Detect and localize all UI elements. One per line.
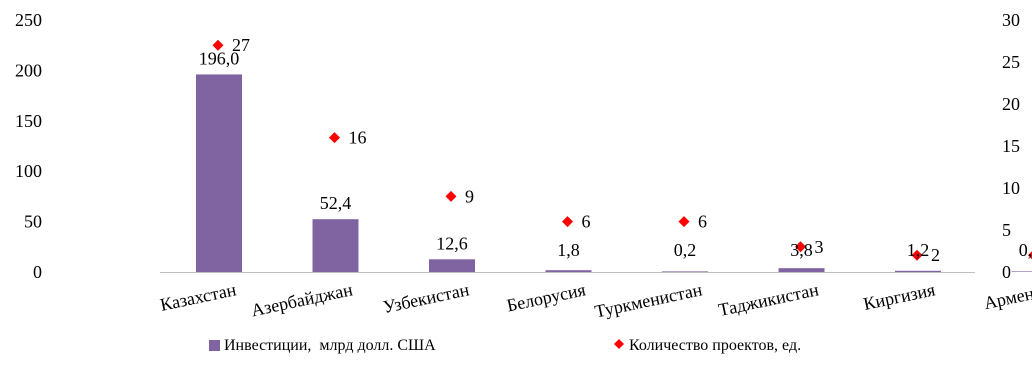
bar — [546, 270, 592, 272]
y-right-tick-label: 20 — [1002, 94, 1020, 114]
y-left-tick-label: 100 — [15, 161, 42, 181]
x-category-label: Азербайджан — [249, 279, 354, 320]
legend-bar-label: Инвестиции, млрд долл. США — [224, 337, 436, 354]
marker-point — [329, 132, 340, 143]
y-right-tick-label: 5 — [1002, 220, 1011, 240]
marker-data-label: 27 — [232, 35, 250, 55]
x-category-label: Белорусия — [505, 279, 587, 315]
marker-data-label: 16 — [349, 128, 367, 148]
marker-data-label: 9 — [465, 186, 474, 206]
marker-data-label: 2 — [931, 245, 940, 265]
marker-point — [679, 216, 690, 227]
legend-marker-swatch — [614, 339, 624, 349]
x-category-label: Таджикистан — [717, 279, 821, 320]
bar — [313, 219, 359, 272]
marker-data-label: 3 — [815, 237, 824, 257]
marker-data-label: 6 — [698, 212, 707, 232]
y-left-tick-label: 200 — [15, 60, 42, 80]
x-category-label: Армения — [982, 279, 1032, 313]
x-category-label: Казахстан — [158, 279, 238, 315]
bar-data-label: 12,6 — [436, 233, 468, 253]
marker-point — [446, 191, 457, 202]
x-category-label: Узбекистан — [381, 279, 471, 317]
bar — [196, 74, 242, 272]
y-left-tick-label: 50 — [24, 212, 42, 232]
bar-data-label: 0,01 — [1019, 240, 1032, 260]
marker-point — [562, 216, 573, 227]
bar-data-label: 1,8 — [557, 240, 580, 260]
bar — [429, 259, 475, 272]
y-right-tick-label: 10 — [1002, 178, 1020, 198]
y-right-tick-label: 25 — [1002, 52, 1020, 72]
bar — [895, 271, 941, 272]
marker-data-label: 6 — [582, 212, 591, 232]
y-right-tick-label: 0 — [1002, 262, 1011, 282]
bar — [662, 271, 708, 272]
y-right-tick-label: 30 — [1002, 10, 1020, 30]
bar-data-label: 52,4 — [320, 193, 352, 213]
bar-data-label: 1,2 — [907, 240, 930, 260]
y-left-tick-label: 150 — [15, 111, 42, 131]
y-right-tick-label: 15 — [1002, 136, 1020, 156]
bar-data-label: 3,8 — [790, 240, 813, 260]
x-category-label: Киргизия — [862, 279, 937, 314]
legend-marker-label: Количество проектов, ед. — [629, 337, 801, 354]
bar — [779, 268, 825, 272]
y-left-tick-label: 0 — [33, 262, 42, 282]
legend-bar-swatch — [209, 340, 220, 351]
y-left-tick-label: 250 — [15, 10, 42, 30]
x-category-label: Туркменистан — [593, 279, 704, 321]
bar-data-label: 0,2 — [674, 240, 697, 260]
axes: 0 50 100 150 200 250 0 5 10 15 20 25 30 Казахстан Азер… — [15, 10, 1032, 322]
bar — [1012, 271, 1032, 272]
legend: Инвестиции, млрд долл. США Количество пр… — [209, 337, 801, 354]
